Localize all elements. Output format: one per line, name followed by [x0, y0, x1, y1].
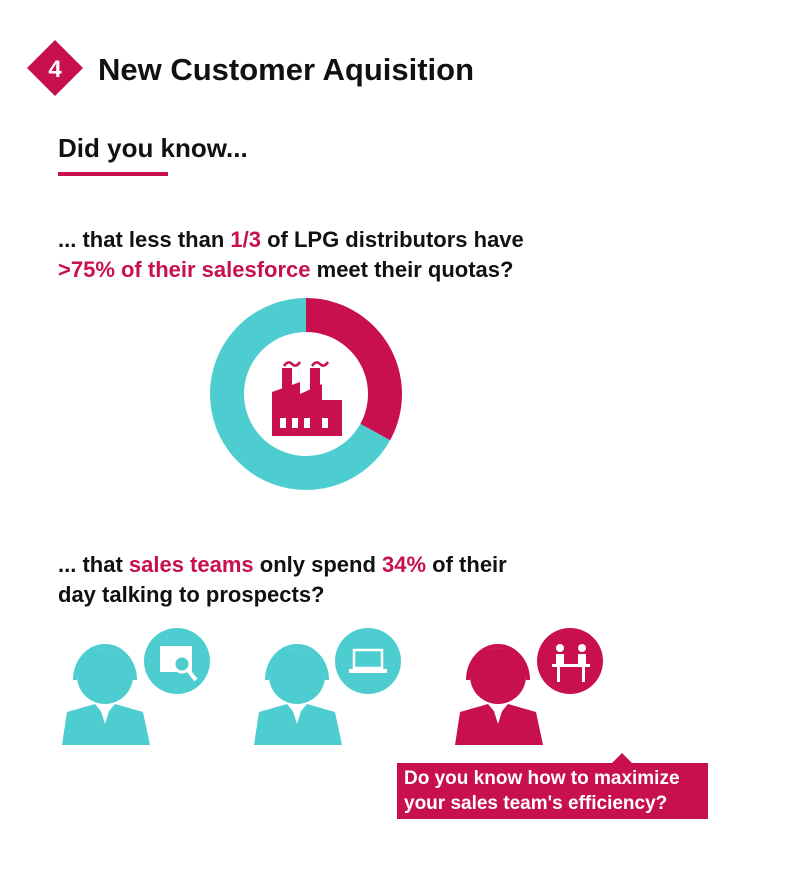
fact-text: day talking to prospects?: [58, 582, 325, 607]
callout-box: [397, 763, 708, 819]
highlight: 1/3: [230, 227, 261, 252]
fact-text: of their: [426, 552, 507, 577]
section-badge: [27, 40, 83, 96]
intro: Did you know...: [58, 133, 248, 163]
fact-text: meet their quotas?: [311, 257, 514, 282]
fact-text: ... that less than: [58, 227, 230, 252]
highlight: sales teams: [129, 552, 254, 577]
fact-text: of LPG distributors have: [261, 227, 524, 252]
donut-segment: [209, 298, 391, 491]
section-number: 4: [48, 56, 62, 83]
agent-1: [62, 628, 210, 745]
factory-windows: [280, 418, 328, 428]
fact-text: only spend: [254, 552, 382, 577]
fact-line: ... that less than 1/3 of LPG distributo…: [58, 227, 524, 252]
underline: [58, 172, 168, 176]
highlight: 34%: [382, 552, 426, 577]
fact-text: ... that: [58, 552, 129, 577]
callout-text: your sales team's efficiency?: [404, 793, 667, 814]
callout-text: Do you know how to maximize: [404, 768, 680, 789]
fact-line: day talking to prospects?: [58, 582, 325, 607]
fact-line: >75% of their salesforce meet their quot…: [58, 257, 513, 282]
fact-line: ... that sales teams only spend 34% of t…: [58, 552, 507, 577]
donut-chart: [209, 298, 402, 491]
callout-pointer: [612, 753, 632, 763]
section-title: New Customer Aquisition: [98, 52, 474, 87]
agent-2: [254, 628, 401, 745]
highlight: >75% of their salesforce: [58, 257, 311, 282]
agent-3: [455, 628, 603, 745]
donut-segment: [306, 298, 402, 441]
